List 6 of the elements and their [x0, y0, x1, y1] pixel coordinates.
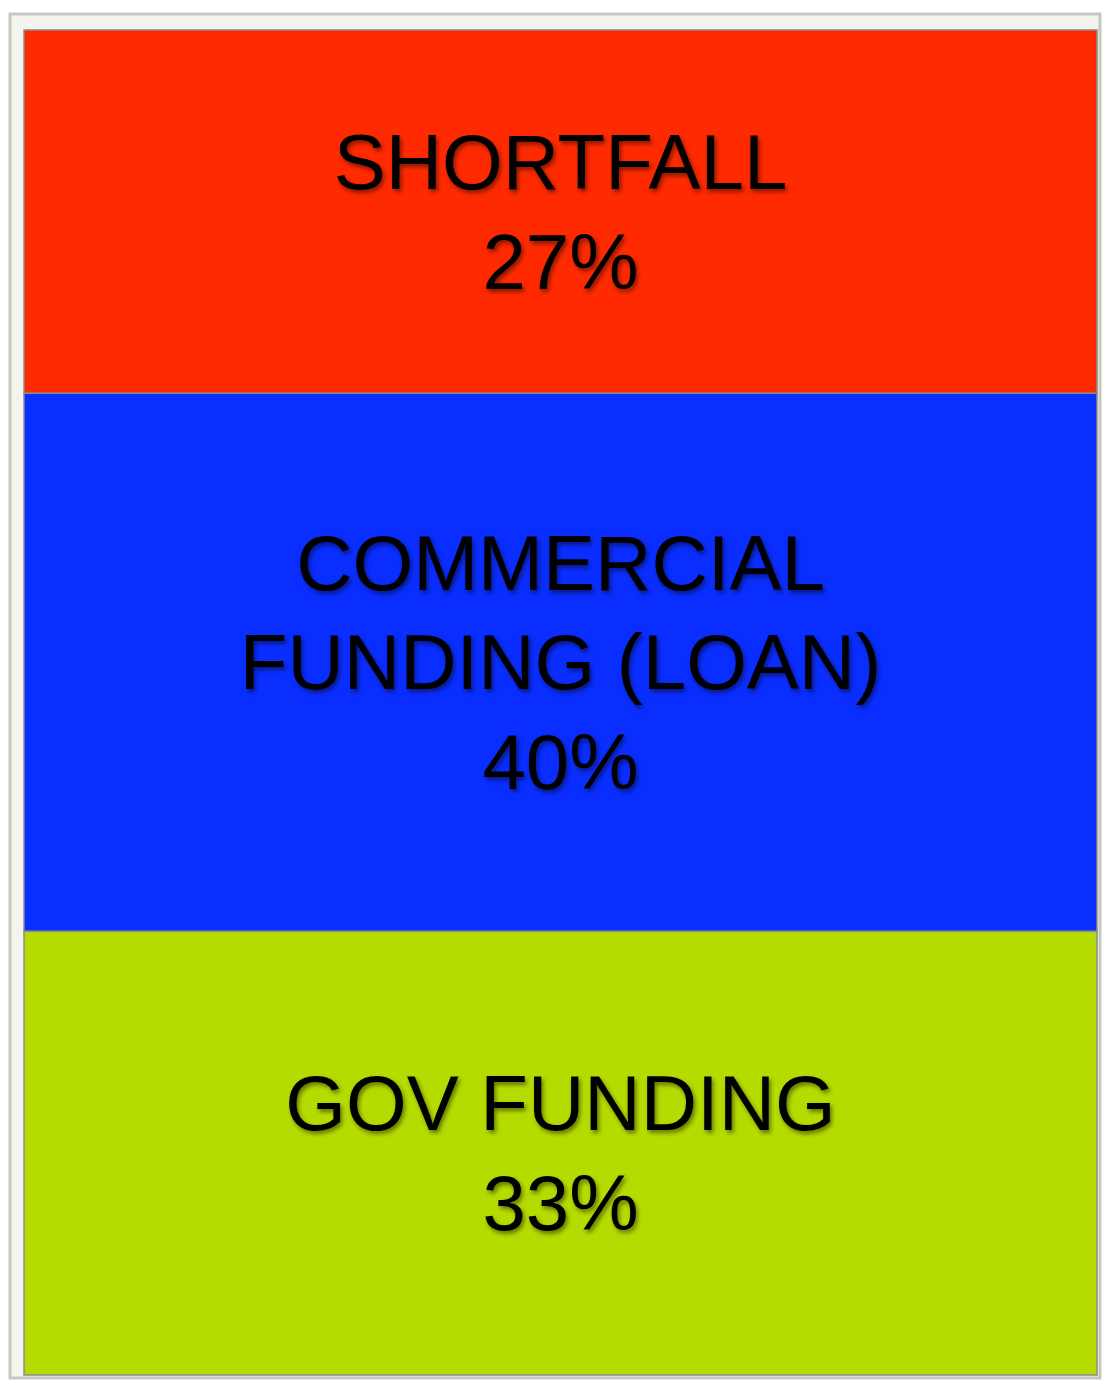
data-label: 40% [482, 718, 639, 807]
data-label: 27% [482, 217, 639, 306]
series-label: GOV FUNDING [285, 1059, 836, 1148]
series-label: SHORTFALL [333, 117, 788, 206]
data-label: 33% [482, 1159, 639, 1248]
series-label: COMMERCIAL FUNDING (LOAN) [239, 518, 882, 707]
